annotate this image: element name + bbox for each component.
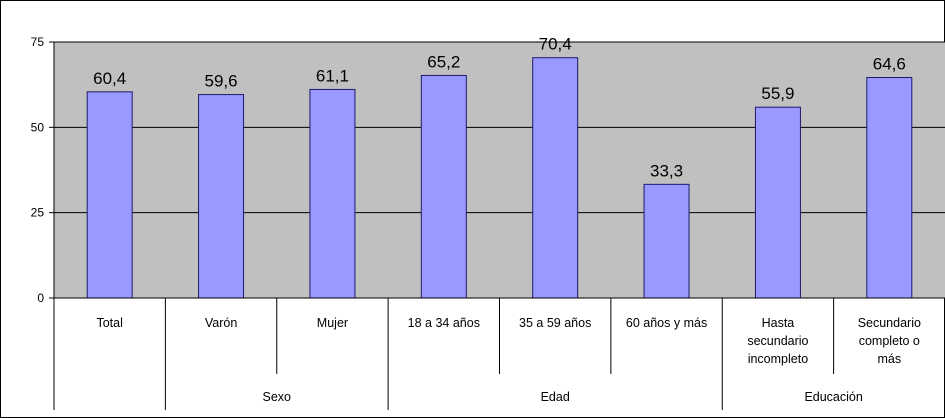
- y-tick-label: 50: [31, 120, 45, 134]
- x-axis: Total Varón Mujer 18 a 34 años 35 a 59 años 6…: [53, 297, 945, 410]
- bar: [86, 91, 133, 299]
- bar: [420, 74, 467, 299]
- category-label: 35 a 59 años: [519, 316, 591, 330]
- data-label: 65,2: [427, 52, 460, 71]
- category-label: incompleto: [748, 352, 808, 366]
- category-label: secundario: [747, 334, 808, 348]
- data-label: 60,4: [93, 69, 126, 88]
- plot-area: [54, 42, 945, 298]
- bars: [86, 57, 913, 299]
- category-label: Hasta: [762, 316, 795, 330]
- category-label: más: [878, 352, 902, 366]
- y-tick-label: 75: [31, 35, 45, 49]
- data-label: 33,3: [650, 161, 683, 180]
- bar: [754, 106, 801, 299]
- group-label: Sexo: [263, 390, 292, 404]
- y-tick-label: 25: [31, 206, 45, 220]
- bar: [198, 94, 245, 299]
- category-label: Varón: [205, 316, 237, 330]
- y-tick-label: 0: [37, 291, 44, 305]
- category-label: Mujer: [317, 316, 348, 330]
- category-label: 18 a 34 años: [408, 316, 480, 330]
- data-label: 55,9: [761, 84, 794, 103]
- category-label: completo o: [859, 334, 920, 348]
- group-label: Educación: [804, 390, 862, 404]
- group-label: Edad: [541, 390, 570, 404]
- data-label: 61,1: [316, 66, 349, 85]
- data-label: 64,6: [873, 54, 906, 73]
- category-label: 60 años y más: [626, 316, 707, 330]
- category-label: Secundario: [858, 316, 921, 330]
- bar: [309, 88, 356, 299]
- data-label: 70,4: [539, 35, 572, 54]
- bar: [643, 183, 690, 299]
- y-axis: 0 25 50 75: [31, 35, 55, 305]
- category-label: Total: [96, 316, 122, 330]
- data-label: 59,6: [205, 72, 238, 91]
- bar: [532, 57, 579, 299]
- bar: [866, 76, 913, 299]
- data-labels: 60,4 59,6 61,1 65,2 70,4 33,3 55,9 64,6: [93, 35, 906, 181]
